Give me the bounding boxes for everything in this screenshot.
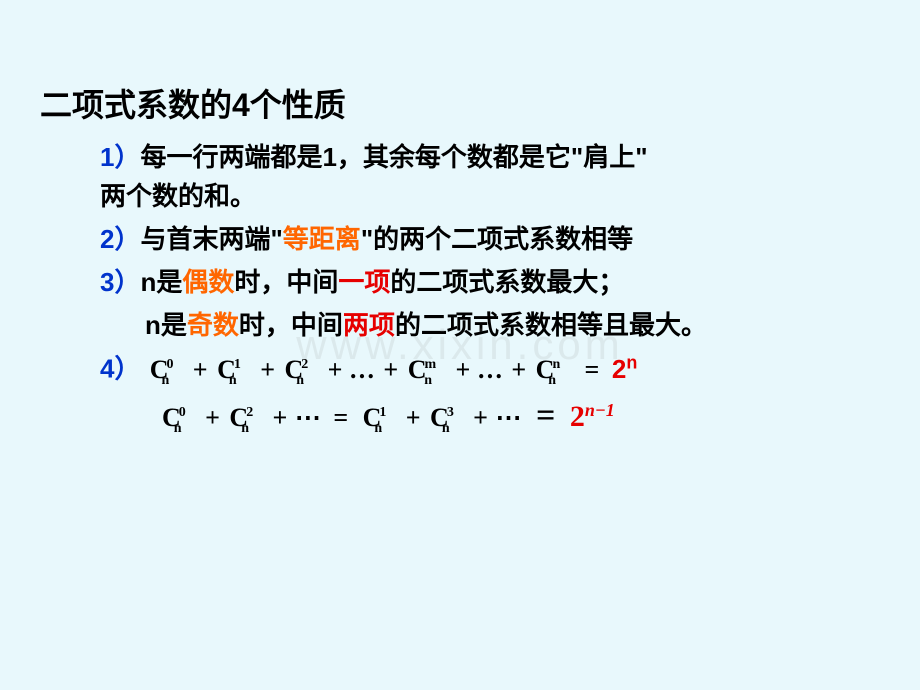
formula-result: 2n: [612, 354, 637, 384]
item-text: 时，中间: [239, 310, 343, 340]
item-text: 的二项式系数相等且最大。: [395, 310, 707, 340]
slide-content: 二项式系数的4个性质 1）每一行两端都是1，其余每个数都是它"肩上" 两个数的和…: [0, 0, 920, 443]
property-2: 2）与首末两端"等距离"的两个二项式系数相等: [100, 220, 880, 259]
property-3: 3）n是偶数时，中间一项的二项式系数最大；: [100, 263, 880, 302]
equals-sign: =: [536, 397, 555, 434]
item-text: n是: [140, 267, 182, 297]
highlight-text: 两项: [343, 310, 395, 340]
property-3b: n是奇数时，中间两项的二项式系数相等且最大。: [145, 306, 880, 345]
property-1: 1）每一行两端都是1，其余每个数都是它"肩上" 两个数的和。: [100, 138, 880, 216]
highlight-text: 奇数: [187, 310, 239, 340]
item-number: 1）: [100, 142, 140, 172]
item-text: 每一行两端都是1，其余每个数都是它"肩上": [140, 142, 647, 172]
highlight-text: 偶数: [182, 267, 234, 297]
formula-line-1: C0n + C1n + C2n + … + Cmn + … + Cnn = 2n: [148, 355, 638, 384]
item-number: 3）: [100, 267, 140, 297]
property-4: 4） C0n + C1n + C2n + … + Cmn + … + Cnn =…: [100, 349, 880, 389]
item-number: 2）: [100, 224, 140, 254]
formula-result: 2n−1: [570, 400, 615, 433]
item-number: 4）: [100, 354, 140, 384]
item-text-cont: 两个数的和。: [100, 181, 256, 211]
item-text: 的二项式系数最大；: [390, 267, 624, 297]
item-text: 与首末两端": [140, 224, 282, 254]
highlight-text: 等距离: [283, 224, 361, 254]
item-text: 时，中间: [234, 267, 338, 297]
item-text: n是: [145, 310, 187, 340]
slide-title: 二项式系数的4个性质: [40, 80, 880, 126]
item-text: "的两个二项式系数相等: [361, 224, 633, 254]
formula-line-2: C0n + C2n + ⋯ = C1n + C3n + ⋯ = 2n−1: [160, 389, 880, 443]
highlight-text: 一项: [338, 267, 390, 297]
